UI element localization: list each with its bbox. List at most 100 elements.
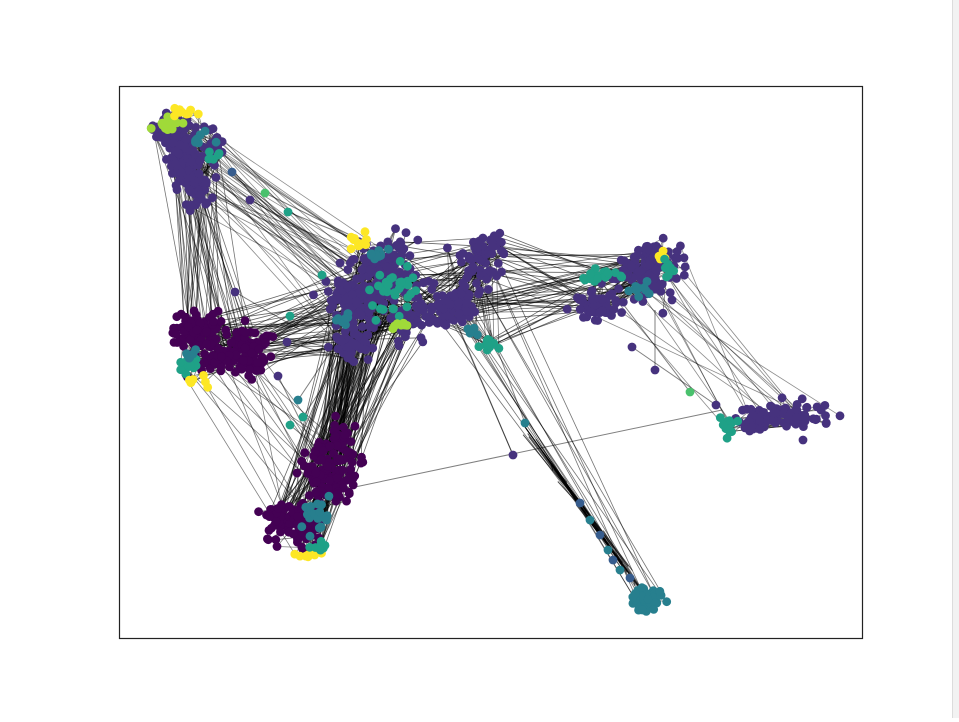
- graph-node: [485, 266, 494, 275]
- graph-node: [578, 294, 587, 303]
- graph-node: [812, 415, 821, 424]
- graph-node: [222, 330, 231, 339]
- graph-node: [628, 343, 637, 352]
- graph-node: [472, 279, 481, 288]
- graph-node: [611, 296, 620, 305]
- graph-node: [348, 290, 357, 299]
- graph-node: [521, 419, 530, 428]
- graph-node: [497, 268, 506, 277]
- graph-node: [317, 456, 326, 465]
- graph-node: [345, 475, 354, 484]
- graph-node: [662, 597, 671, 606]
- graph-node: [201, 127, 210, 136]
- graph-node: [212, 173, 221, 182]
- graph-node: [215, 345, 224, 354]
- graph-node: [617, 308, 626, 317]
- graph-node: [186, 361, 195, 370]
- graph-node: [638, 583, 647, 592]
- graph-node: [297, 543, 306, 552]
- graph-node: [300, 448, 309, 457]
- graph-node: [312, 478, 321, 487]
- graph-node: [668, 296, 677, 305]
- graph-node: [579, 313, 588, 322]
- graph-node: [614, 284, 623, 293]
- graph-node: [586, 516, 595, 525]
- graph-node: [649, 605, 658, 614]
- graph-node: [632, 286, 641, 295]
- graph-node: [719, 421, 728, 430]
- graph-node: [168, 125, 177, 134]
- graph-node: [417, 333, 426, 342]
- graph-node: [395, 341, 404, 350]
- graph-node: [627, 262, 636, 271]
- graph-node: [241, 328, 250, 337]
- graph-node: [349, 357, 358, 366]
- graph-node: [733, 417, 742, 426]
- graph-node: [217, 352, 226, 361]
- graph-node: [196, 190, 205, 199]
- graph-node: [634, 267, 643, 276]
- graph-node: [644, 595, 653, 604]
- graph-node: [179, 119, 188, 128]
- graph-node: [443, 244, 452, 253]
- graph-node: [450, 292, 459, 301]
- graph-node: [196, 156, 205, 165]
- graph-node: [401, 321, 410, 330]
- graph-node: [576, 499, 585, 508]
- graph-node: [147, 124, 156, 133]
- graph-node: [403, 302, 412, 311]
- graph-node: [463, 299, 472, 308]
- graph-node: [628, 593, 637, 602]
- graph-node: [294, 396, 303, 405]
- graph-node: [343, 281, 352, 290]
- graph-node: [305, 463, 314, 472]
- graph-node: [616, 566, 625, 575]
- graph-node: [609, 556, 618, 565]
- graph-node: [792, 413, 801, 422]
- graph-node: [323, 462, 332, 471]
- graph-node: [666, 288, 675, 297]
- graph-node: [202, 178, 211, 187]
- graph-node: [755, 416, 764, 425]
- graph-node: [177, 168, 186, 177]
- graph-node: [343, 447, 352, 456]
- graph-node: [822, 418, 831, 427]
- graph-node: [488, 242, 497, 251]
- graph-node: [499, 248, 508, 257]
- graph-node: [593, 316, 602, 325]
- graph-node: [361, 240, 370, 249]
- graph-node: [251, 328, 260, 337]
- graph-node: [391, 224, 400, 233]
- graph-node: [676, 242, 685, 251]
- graph-node: [185, 185, 194, 194]
- graph-node: [680, 253, 689, 262]
- graph-node: [318, 271, 327, 280]
- graph-node: [212, 138, 221, 147]
- graph-node: [354, 332, 363, 341]
- graph-node: [588, 286, 597, 295]
- graph-node: [162, 155, 171, 164]
- graph-node: [379, 305, 388, 314]
- graph-node: [311, 469, 320, 478]
- graph-node: [297, 457, 306, 466]
- graph-node: [769, 409, 778, 418]
- graph-node: [385, 264, 394, 273]
- graph-node: [289, 529, 298, 538]
- graph-node: [325, 476, 334, 485]
- graph-node: [326, 442, 335, 451]
- graph-node: [466, 253, 475, 262]
- graph-node: [680, 271, 689, 280]
- graph-node: [215, 149, 224, 158]
- graph-node: [617, 273, 626, 282]
- graph-node: [756, 425, 765, 434]
- graph-node: [228, 168, 237, 177]
- graph-node: [747, 423, 756, 432]
- graph-node: [474, 290, 483, 299]
- graph-node: [263, 535, 272, 544]
- graph-node: [576, 305, 585, 314]
- graph-node: [309, 291, 318, 300]
- graph-node: [193, 326, 202, 335]
- graph-node: [406, 251, 415, 260]
